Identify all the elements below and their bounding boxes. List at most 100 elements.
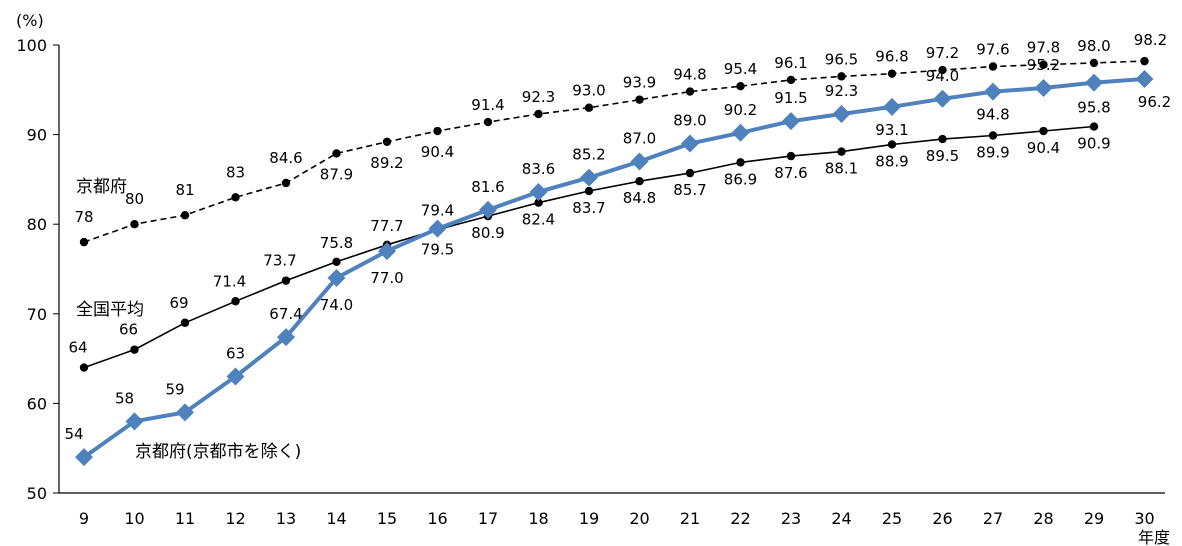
data-label: 98.0 [1077, 37, 1110, 55]
data-point [887, 69, 897, 78]
data-point [685, 87, 695, 96]
x-tick-label: 30 [1134, 509, 1154, 528]
series-name-national-avg: 全国平均 [76, 300, 144, 320]
data-point [837, 147, 846, 156]
data-point [180, 211, 190, 220]
data-label: 75.8 [320, 234, 353, 252]
data-label: 81.6 [471, 178, 504, 196]
data-label: 83 [226, 163, 245, 181]
data-label: 87.6 [774, 164, 807, 182]
data-point [584, 186, 594, 196]
y-axis-label: (%) [16, 11, 44, 30]
x-tick-label: 11 [175, 509, 195, 528]
data-point [1085, 73, 1103, 92]
x-axis-label: 年度 [1138, 528, 1170, 546]
data-label: 91.4 [471, 96, 504, 114]
y-tick-label: 70 [27, 305, 47, 324]
data-point [529, 182, 548, 201]
data-label: 77.7 [370, 217, 403, 235]
data-label: 80.9 [471, 224, 504, 242]
data-label: 82.4 [522, 211, 555, 229]
x-tick-label: 28 [1033, 509, 1053, 528]
data-point [226, 367, 245, 386]
data-point [887, 140, 897, 149]
data-point [277, 328, 295, 347]
series-line-kyoto-excl-city [82, 77, 1145, 459]
data-point [786, 151, 796, 161]
data-label: 67.4 [269, 305, 302, 323]
data-point [731, 123, 750, 142]
data-point [176, 403, 194, 422]
series-line-kyoto-pref [83, 60, 1145, 243]
y-tick-label: 50 [27, 484, 47, 503]
data-label: 97.6 [976, 41, 1009, 59]
data-label: 84.8 [623, 189, 656, 207]
data-label: 96.2 [1138, 93, 1171, 111]
x-tick-label: 25 [882, 509, 902, 528]
data-label: 87.9 [320, 165, 353, 183]
data-label: 94.8 [673, 66, 706, 84]
data-label: 74.0 [320, 296, 353, 314]
data-label: 89.5 [926, 147, 959, 165]
data-point [1039, 60, 1048, 69]
x-tick-label: 13 [276, 509, 296, 528]
data-point [832, 104, 851, 123]
data-label: 90.9 [1077, 135, 1110, 153]
data-point [327, 268, 346, 287]
data-point [125, 412, 144, 431]
data-label: 58 [115, 389, 134, 407]
data-point [1034, 79, 1053, 98]
data-label: 79.5 [421, 241, 454, 259]
data-label: 96.8 [875, 48, 908, 66]
data-label: 93.1 [875, 121, 908, 139]
data-label: 88.1 [825, 160, 858, 178]
data-label: 94.8 [976, 106, 1009, 124]
data-label: 96.1 [774, 54, 807, 72]
x-tick-label: 17 [478, 509, 498, 528]
x-tick-label: 22 [730, 509, 750, 528]
data-label: 95.8 [1077, 99, 1110, 117]
data-point [883, 97, 901, 116]
x-tick-label: 16 [427, 509, 447, 528]
data-point [580, 168, 598, 187]
data-point [1135, 70, 1154, 89]
data-label: 92.3 [522, 88, 555, 106]
data-label: 92.3 [825, 82, 858, 100]
data-point [281, 276, 291, 285]
data-point [984, 82, 1002, 101]
data-label: 89.0 [673, 112, 706, 130]
data-label: 81 [175, 181, 194, 199]
data-label: 94.0 [926, 67, 959, 85]
x-tick-label: 14 [326, 509, 346, 528]
data-point [180, 318, 190, 327]
series-name-kyoto-pref: 京都府 [76, 177, 127, 197]
data-label: 88.9 [875, 152, 908, 170]
data-label: 54 [64, 425, 83, 443]
data-label: 90.4 [421, 143, 454, 161]
data-label: 89.2 [370, 154, 403, 172]
data-point [782, 112, 800, 131]
data-point [130, 220, 139, 229]
data-point [231, 193, 240, 202]
data-point [1089, 58, 1099, 68]
data-label: 97.8 [1027, 39, 1060, 57]
x-tick-label: 18 [528, 509, 548, 528]
y-tick-label: 90 [27, 126, 47, 145]
data-label: 89.9 [976, 143, 1009, 161]
data-point [483, 117, 493, 127]
x-tick-label: 12 [225, 509, 245, 528]
data-point [786, 75, 796, 85]
data-label: 95.2 [1027, 56, 1060, 74]
data-point [231, 297, 240, 306]
data-label: 90.2 [724, 101, 757, 119]
x-tick-label: 20 [629, 509, 649, 528]
data-point [938, 65, 947, 75]
data-label: 66 [119, 321, 138, 339]
data-point [428, 219, 447, 238]
data-point [332, 257, 341, 267]
data-label: 98.2 [1134, 31, 1167, 49]
x-tick-label: 15 [377, 509, 397, 528]
data-label: 73.7 [263, 252, 296, 270]
y-tick-label: 80 [27, 215, 47, 234]
data-point [433, 126, 442, 136]
